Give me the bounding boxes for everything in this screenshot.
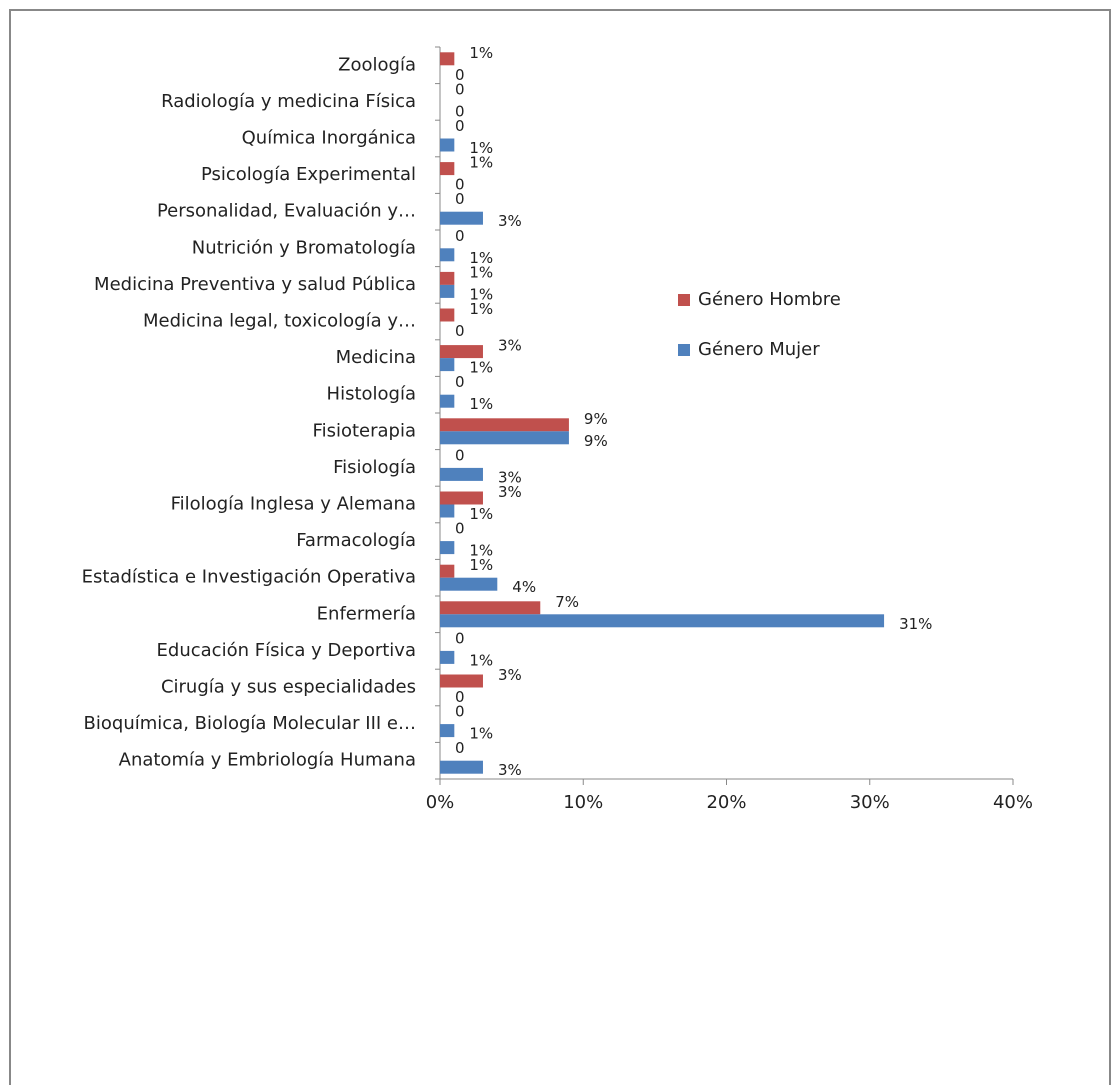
category-label: Educación Física y Deportiva bbox=[157, 640, 416, 661]
category-label: Química Inorgánica bbox=[242, 128, 416, 149]
data-label: 0 bbox=[455, 80, 465, 98]
category-label: Medicina legal, toxicología y… bbox=[143, 311, 416, 332]
bar bbox=[440, 541, 455, 555]
category-label: Medicina Preventiva y salud Pública bbox=[94, 274, 416, 295]
data-label: 1% bbox=[469, 651, 493, 669]
legend-swatch bbox=[678, 294, 690, 306]
bar bbox=[440, 760, 483, 774]
bar bbox=[440, 650, 455, 664]
category-label: Medicina bbox=[336, 347, 416, 368]
data-label: 0 bbox=[455, 176, 465, 194]
bar bbox=[440, 284, 455, 298]
bar bbox=[440, 614, 885, 628]
bar bbox=[440, 358, 455, 372]
x-tick-label: 30% bbox=[850, 792, 890, 813]
data-label: 1% bbox=[469, 300, 493, 318]
data-label: 1% bbox=[469, 542, 493, 560]
category-label: Radiología y medicina Física bbox=[161, 91, 416, 112]
data-label: 1% bbox=[469, 395, 493, 413]
data-label: 3% bbox=[498, 212, 522, 230]
bar bbox=[440, 138, 455, 152]
category-label: Enfermería bbox=[317, 603, 416, 624]
data-label: 4% bbox=[512, 578, 536, 596]
x-tick-label: 40% bbox=[993, 792, 1033, 813]
bar bbox=[440, 248, 455, 262]
data-label: 0 bbox=[455, 322, 465, 340]
category-label: Fisioterapia bbox=[313, 420, 416, 441]
legend-label: Género Hombre bbox=[698, 289, 841, 310]
bar bbox=[440, 504, 455, 518]
data-label: 0 bbox=[455, 190, 465, 208]
data-label: 3% bbox=[498, 483, 522, 501]
bar bbox=[440, 467, 483, 481]
category-label: Personalidad, Evaluación y… bbox=[157, 201, 416, 222]
category-label: Anatomía y Embriología Humana bbox=[119, 750, 416, 771]
legend-swatch bbox=[678, 344, 690, 356]
bar bbox=[440, 564, 455, 578]
bar bbox=[440, 308, 455, 322]
data-label: 0 bbox=[455, 629, 465, 647]
bar bbox=[440, 162, 455, 176]
bar bbox=[440, 211, 483, 225]
data-label: 9% bbox=[584, 410, 608, 428]
bar bbox=[440, 431, 569, 445]
bar bbox=[440, 418, 569, 432]
data-label: 1% bbox=[469, 359, 493, 377]
data-label: 9% bbox=[584, 432, 608, 450]
data-label: 1% bbox=[469, 44, 493, 62]
data-label: 0 bbox=[455, 66, 465, 84]
category-label: Estadística e Investigación Operativa bbox=[82, 567, 416, 588]
data-label: 1% bbox=[469, 285, 493, 303]
data-label: 1% bbox=[469, 263, 493, 281]
chart-frame bbox=[9, 9, 1111, 1085]
data-label: 0 bbox=[455, 227, 465, 245]
category-label: Nutrición y Bromatología bbox=[192, 237, 416, 258]
data-label: 0 bbox=[455, 446, 465, 464]
bar bbox=[440, 601, 541, 615]
data-label: 0 bbox=[455, 688, 465, 706]
data-label: 0 bbox=[455, 117, 465, 135]
data-label: 0 bbox=[455, 703, 465, 721]
data-label: 0 bbox=[455, 373, 465, 391]
data-label: 3% bbox=[498, 337, 522, 355]
bar bbox=[440, 674, 483, 688]
category-label: Farmacología bbox=[296, 530, 416, 551]
data-label: 7% bbox=[555, 593, 579, 611]
data-label: 1% bbox=[469, 249, 493, 267]
bar bbox=[440, 271, 455, 285]
data-label: 1% bbox=[469, 556, 493, 574]
bar bbox=[440, 491, 483, 505]
category-label: Fisiología bbox=[333, 457, 416, 478]
x-tick-label: 20% bbox=[706, 792, 746, 813]
data-label: 3% bbox=[498, 761, 522, 779]
category-label: Bioquímica, Biología Molecular III e… bbox=[84, 713, 416, 734]
x-tick-label: 10% bbox=[563, 792, 603, 813]
category-label: Histología bbox=[327, 384, 416, 405]
category-label: Filología Inglesa y Alemana bbox=[171, 494, 416, 515]
data-label: 1% bbox=[469, 725, 493, 743]
data-label: 1% bbox=[469, 139, 493, 157]
data-label: 3% bbox=[498, 666, 522, 684]
data-label: 0 bbox=[455, 520, 465, 538]
x-tick-label: 0% bbox=[426, 792, 455, 813]
bar bbox=[440, 345, 483, 359]
data-label: 1% bbox=[469, 154, 493, 172]
legend-label: Género Mujer bbox=[698, 339, 820, 360]
bar bbox=[440, 577, 498, 591]
data-label: 3% bbox=[498, 468, 522, 486]
data-label: 1% bbox=[469, 505, 493, 523]
data-label: 0 bbox=[455, 102, 465, 120]
bar bbox=[440, 52, 455, 66]
category-label: Zoología bbox=[338, 54, 416, 75]
data-label: 0 bbox=[455, 739, 465, 757]
data-label: 31% bbox=[899, 615, 932, 633]
bar bbox=[440, 394, 455, 408]
bar bbox=[440, 724, 455, 738]
category-label: Psicología Experimental bbox=[201, 164, 416, 185]
category-label: Cirugía y sus especialidades bbox=[161, 677, 416, 698]
